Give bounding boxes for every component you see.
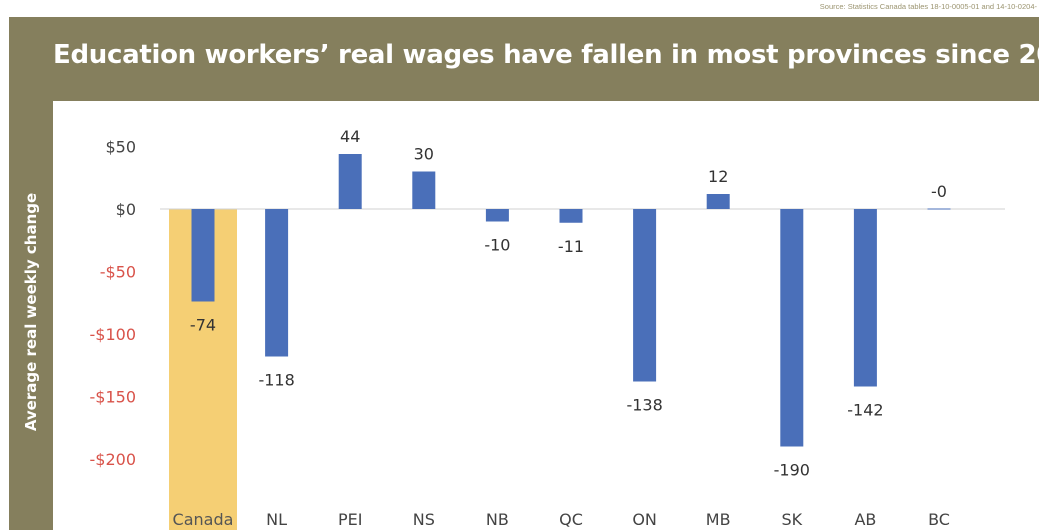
bar-mb (706, 194, 730, 209)
y-tick-label: $50 (105, 138, 136, 157)
data-label: 12 (708, 167, 728, 186)
bar-qc (559, 209, 583, 223)
y-tick-label: -$200 (90, 450, 137, 469)
data-label: -190 (774, 461, 810, 480)
x-tick-label: NL (266, 510, 287, 529)
chart-title: Education workers’ real wages have falle… (53, 40, 1039, 70)
data-label: -118 (258, 371, 294, 390)
x-tick-label: MB (706, 510, 731, 529)
title-banner (9, 17, 1039, 101)
data-label: -138 (626, 396, 662, 415)
y-tick-label: -$150 (90, 388, 137, 407)
x-tick-label: NS (413, 510, 435, 529)
x-tick-label: ON (632, 510, 657, 529)
x-tick-label: SK (781, 510, 802, 529)
source-note: Source: Statistics Canada tables 18-10-0… (819, 2, 1037, 11)
data-label: 44 (340, 127, 360, 146)
data-label: 30 (414, 145, 434, 164)
data-label: -10 (484, 236, 510, 255)
data-label: -142 (847, 401, 883, 420)
x-tick-label: AB (854, 510, 876, 529)
x-tick-label: PEI (338, 510, 362, 529)
bar-canada (191, 209, 215, 302)
bar-pei (338, 154, 362, 209)
x-tick-label: QC (559, 510, 583, 529)
data-label: -11 (558, 237, 584, 256)
data-label: -74 (190, 316, 216, 335)
left-frame (9, 17, 53, 530)
x-tick-label: NB (486, 510, 509, 529)
x-tick-label: BC (928, 510, 950, 529)
y-tick-label: -$50 (100, 263, 136, 282)
bar-sk (780, 209, 804, 447)
bar-on (633, 209, 657, 382)
bar-bc (927, 208, 951, 210)
y-tick-label: $0 (116, 200, 136, 219)
bar-nl (265, 209, 289, 357)
x-tick-label: Canada (173, 510, 234, 529)
bar-ab (853, 209, 877, 387)
bar-ns (412, 171, 436, 209)
bar-nb (485, 209, 509, 222)
y-tick-label: -$100 (90, 325, 137, 344)
data-label: -0 (931, 182, 947, 201)
